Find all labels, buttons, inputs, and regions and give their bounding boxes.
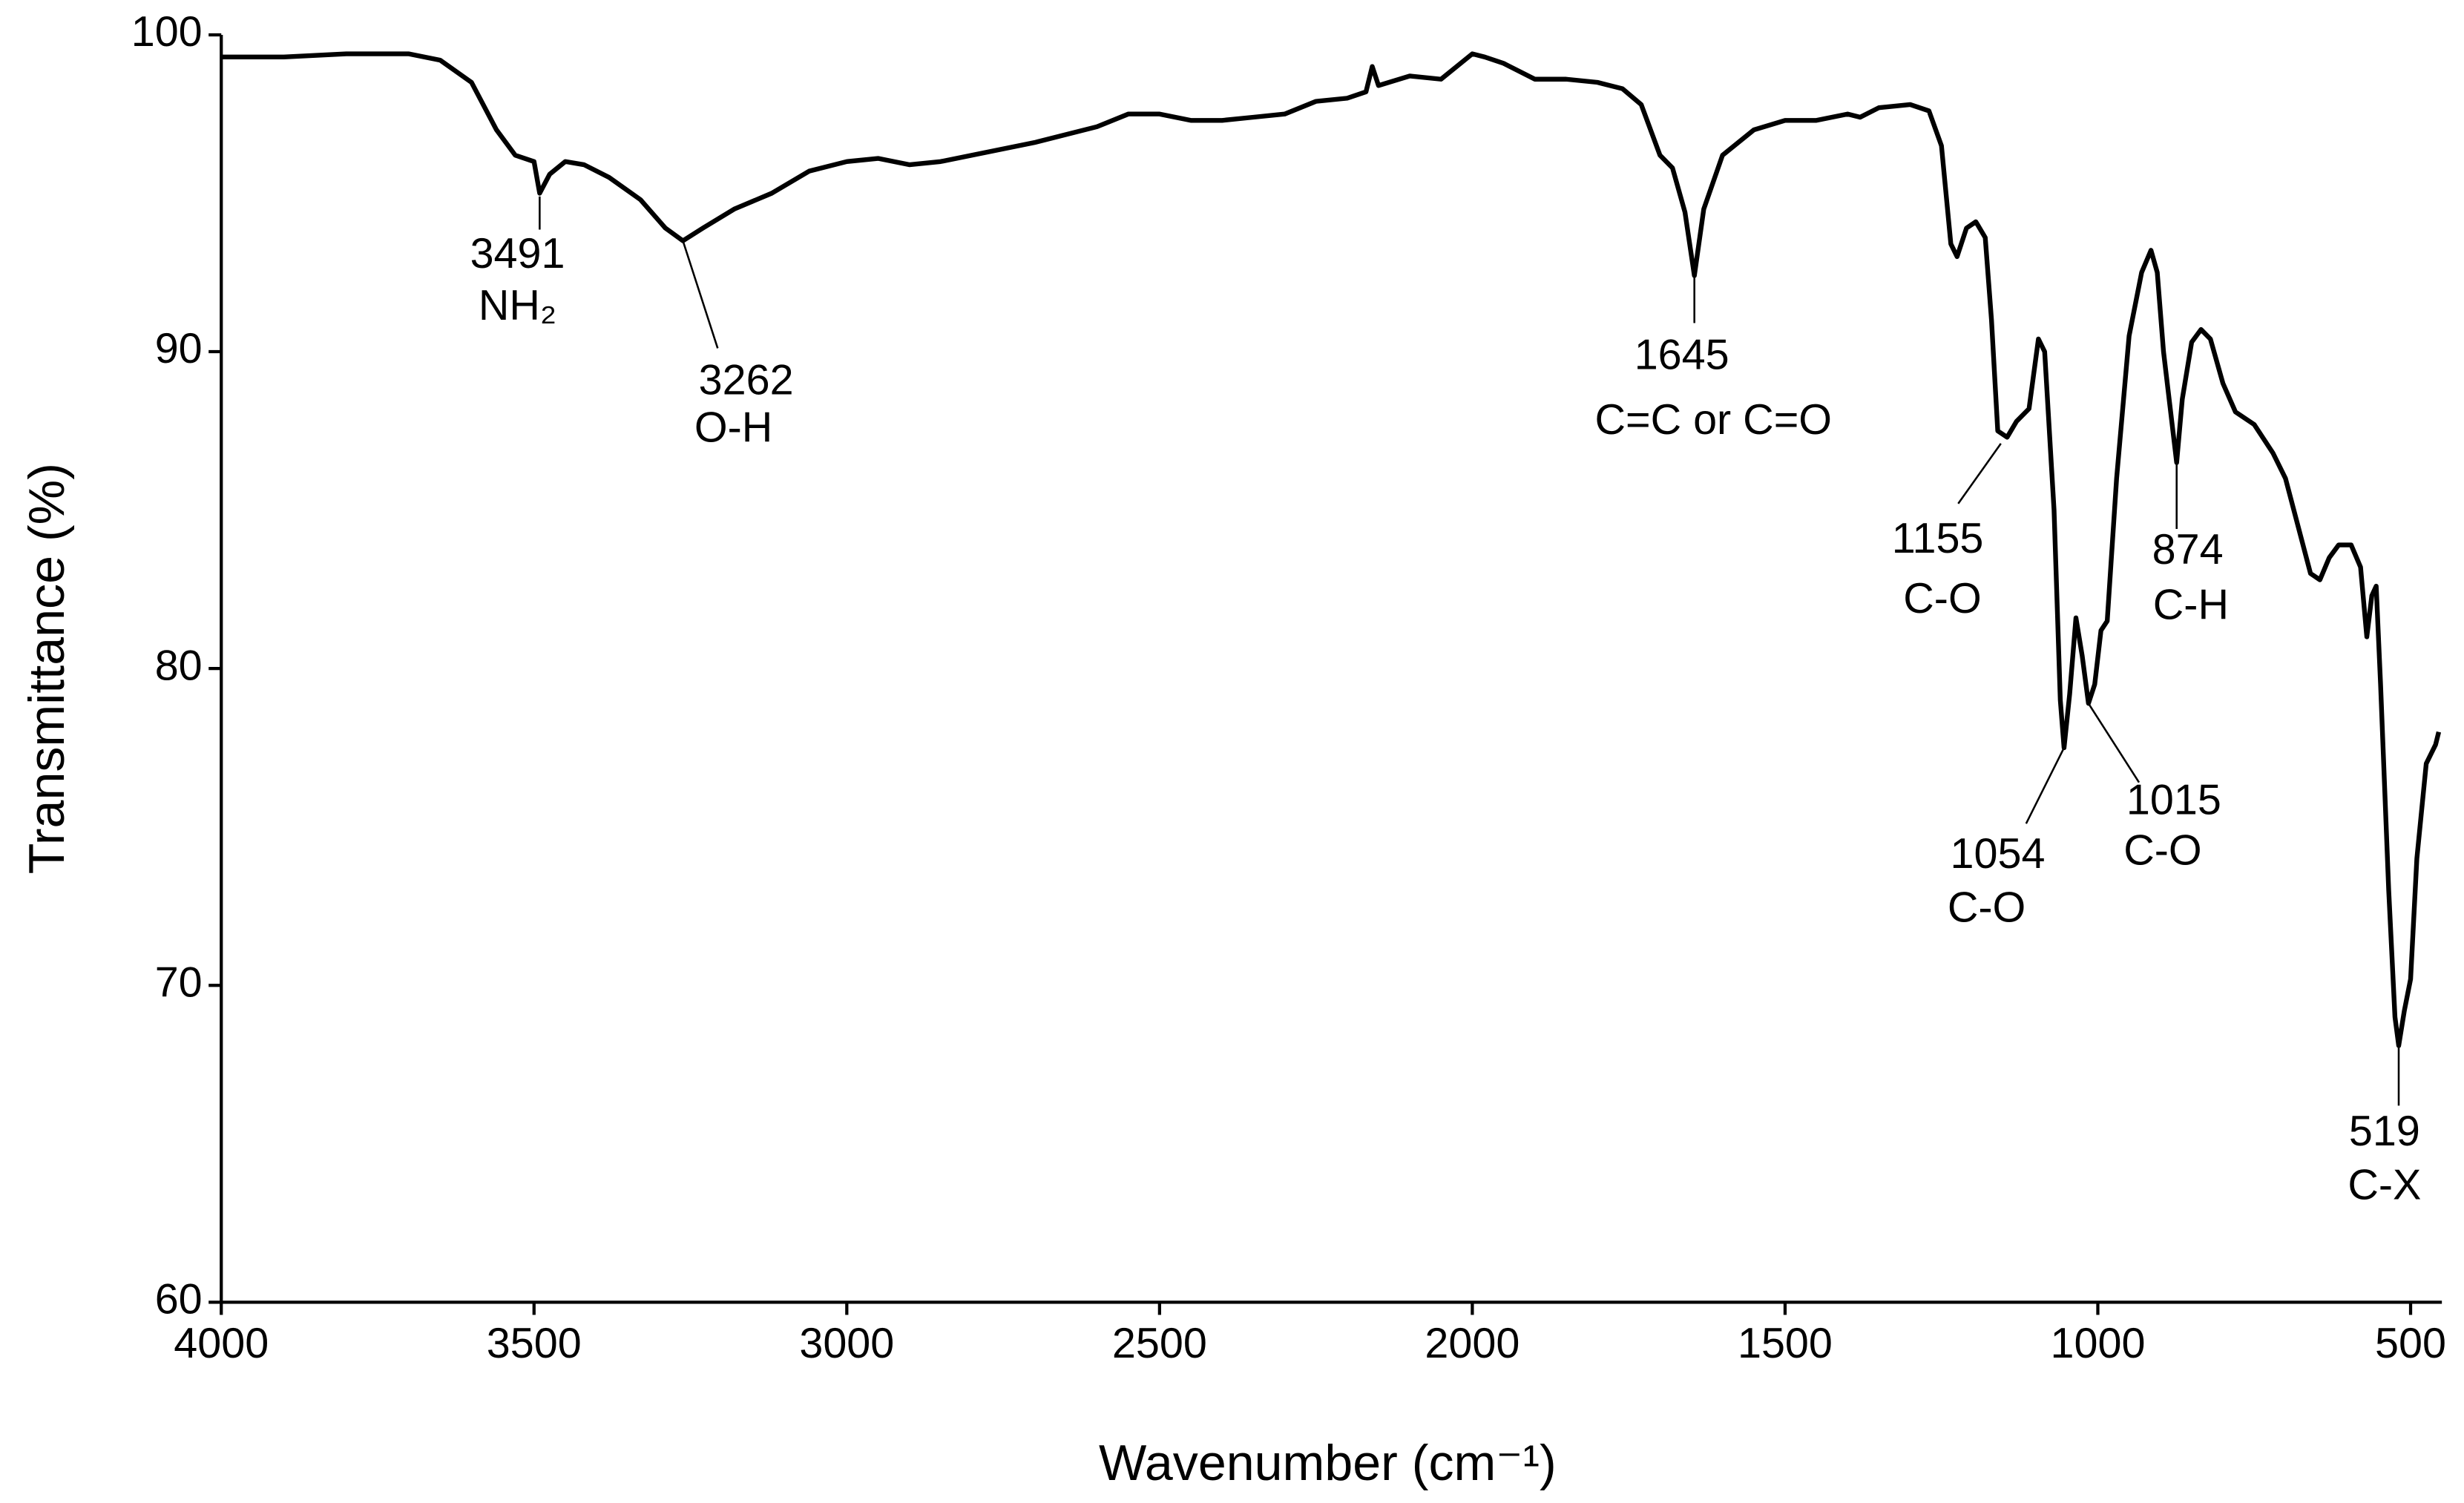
- x-tick-label: 4000: [174, 1320, 269, 1367]
- spectrum-line: [221, 51, 2442, 1048]
- annotation-label: C-X: [2348, 1161, 2421, 1208]
- annotation-label: C-O: [2123, 827, 2201, 875]
- x-tick-label: 1500: [1738, 1320, 1833, 1367]
- y-tick-label: 70: [155, 958, 203, 1006]
- x-tick-label: 3000: [799, 1320, 894, 1367]
- annotation-leader: [1957, 443, 2002, 504]
- y-tick-label: 100: [131, 8, 203, 56]
- annotation-wavenumber: 1155: [1892, 515, 1984, 562]
- annotation-label: C-H: [2153, 582, 2229, 629]
- x-tick-label: 3500: [487, 1320, 582, 1367]
- x-tick-label: 1000: [2051, 1320, 2146, 1367]
- x-axis-label: Wavenumber (cm⁻¹): [1099, 1435, 1557, 1491]
- x-tick-label: 2000: [1425, 1320, 1520, 1367]
- annotation-label: C-O: [1903, 575, 1981, 622]
- y-tick-label: 80: [155, 642, 203, 689]
- annotation-leader: [682, 240, 719, 349]
- annotation-wavenumber: 1054: [1951, 830, 2046, 878]
- x-tick-label: 500: [2375, 1320, 2446, 1367]
- annotation-wavenumber: 3491: [470, 230, 565, 277]
- annotation-wavenumber: 3262: [699, 356, 794, 404]
- y-tick-label: 90: [155, 325, 203, 372]
- annotation-wavenumber: 874: [2152, 526, 2224, 573]
- y-axis-label: Transmittance (%): [19, 463, 75, 874]
- annotation-label: NH₂: [479, 282, 556, 329]
- annotation-label: O-H: [694, 404, 772, 451]
- annotation-label: C=C or C=O: [1594, 396, 1832, 444]
- annotation-leader: [2025, 747, 2066, 824]
- annotation-wavenumber: 1645: [1635, 332, 1729, 379]
- y-tick-label: 60: [155, 1276, 203, 1323]
- x-tick-label: 2500: [1112, 1320, 1207, 1367]
- annotation-label: C-O: [1948, 884, 2026, 932]
- annotation-wavenumber: 519: [2349, 1108, 2420, 1155]
- annotation-leader: [2087, 703, 2141, 783]
- annotation-wavenumber: 1015: [2126, 777, 2221, 824]
